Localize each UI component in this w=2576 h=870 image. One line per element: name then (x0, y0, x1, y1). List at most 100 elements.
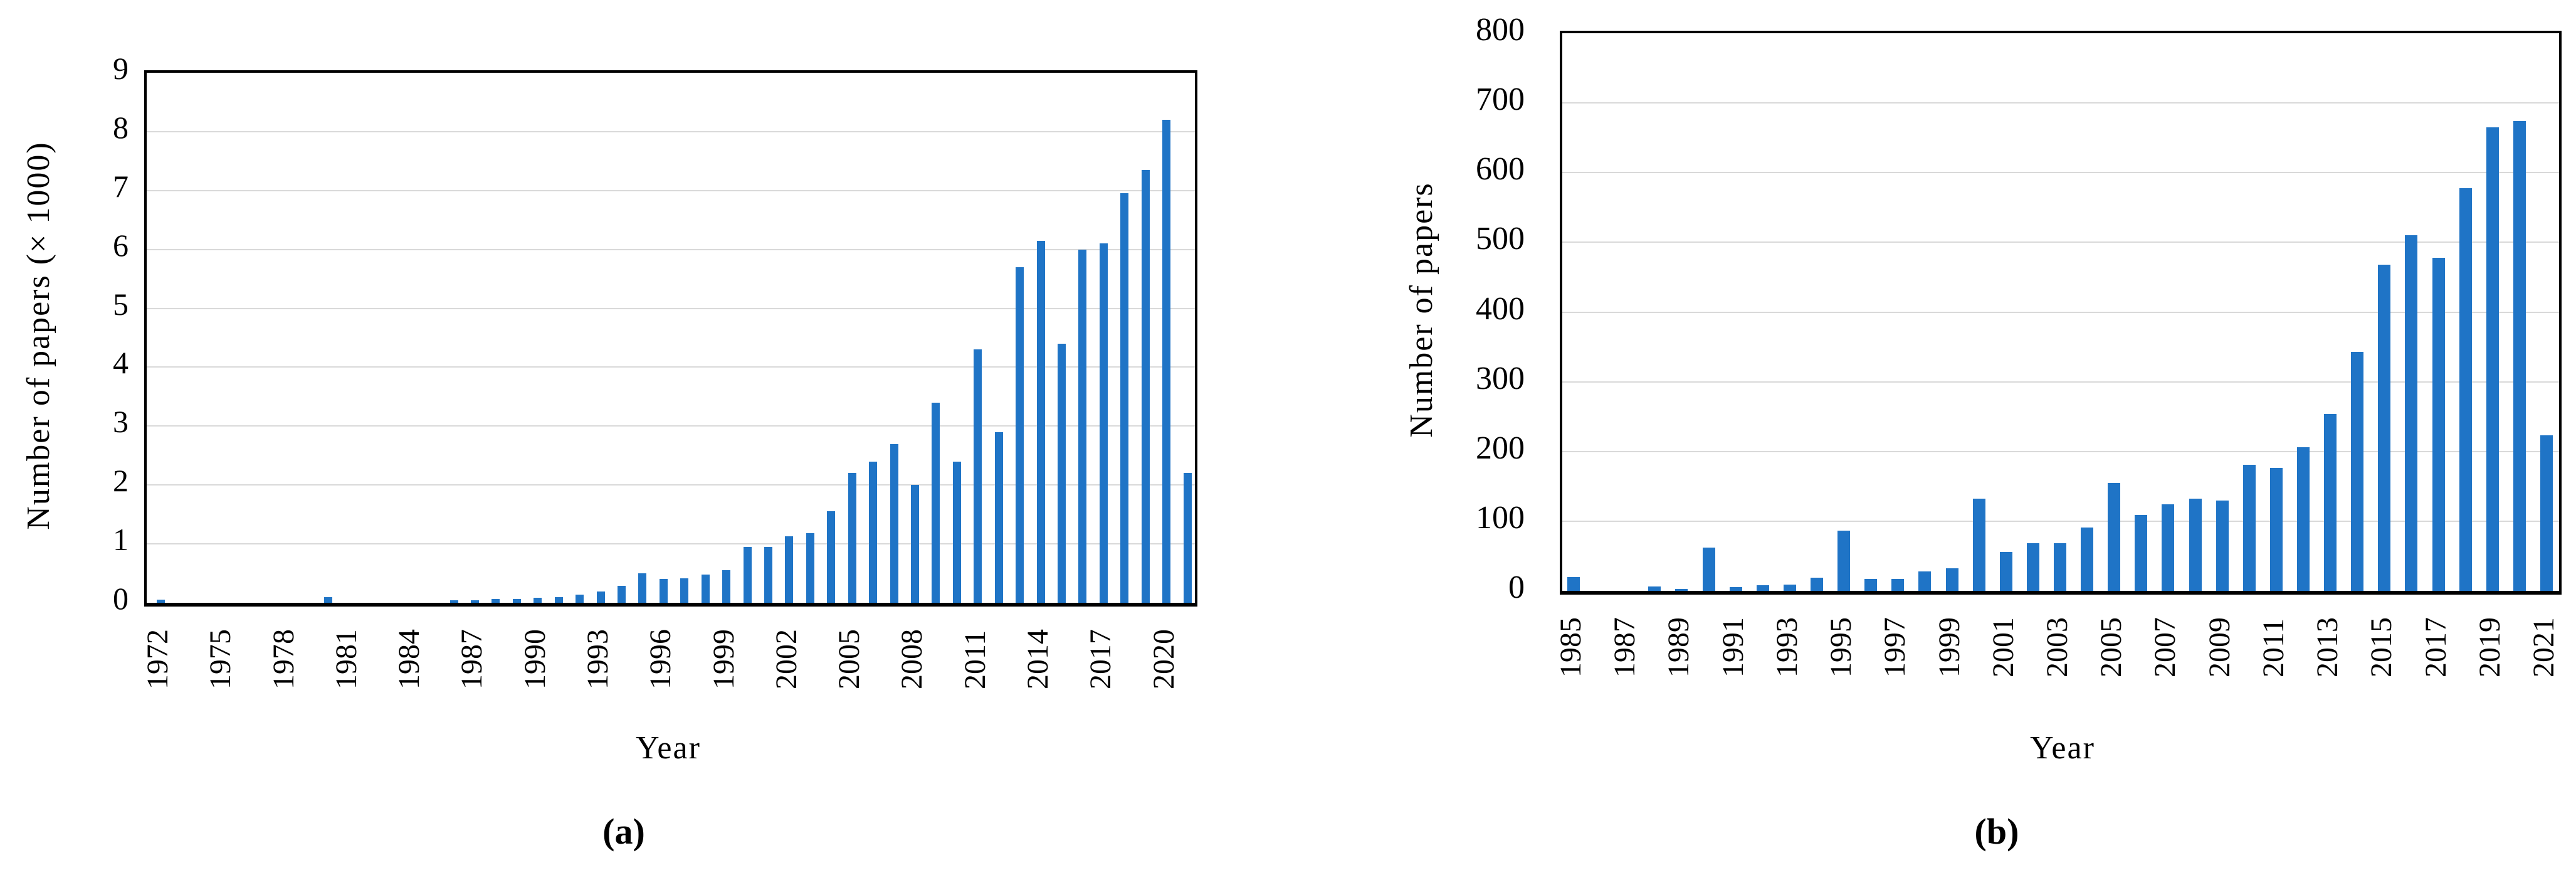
bar-1987 (470, 600, 479, 603)
gridline (147, 248, 1195, 250)
x-tick-label-2001: 2001 (1986, 617, 2020, 677)
bar-1991 (554, 597, 563, 603)
bar-2018 (2459, 188, 2472, 591)
chart-a-x-axis-title: Year (636, 730, 701, 766)
y-tick-label-400: 400 (1476, 290, 1525, 327)
bar-2013 (1016, 267, 1024, 603)
bar-1972 (156, 600, 165, 603)
y-tick-label-500: 500 (1476, 221, 1525, 257)
bar-1997 (680, 578, 689, 603)
y-tick-label-4: 4 (113, 345, 129, 381)
bar-1999 (722, 570, 731, 603)
bar-2017 (2432, 257, 2445, 591)
bar-2001 (764, 546, 772, 603)
bar-1995 (638, 573, 647, 603)
gridline (147, 130, 1195, 132)
x-tick-label-2005: 2005 (2095, 617, 2128, 677)
x-tick-label-2019: 2019 (2473, 617, 2506, 677)
bar-2017 (1099, 243, 1108, 603)
gridline (147, 425, 1195, 427)
bar-1989 (1675, 588, 1688, 591)
y-tick-label-300: 300 (1476, 360, 1525, 396)
bar-1988 (492, 599, 500, 603)
y-tick-label-8: 8 (113, 109, 129, 145)
bar-2012 (2296, 447, 2310, 591)
bar-2010 (2242, 464, 2256, 591)
y-tick-label-3: 3 (113, 404, 129, 440)
x-tick-label-1999: 1999 (1932, 617, 1966, 677)
chart-b-plot-area (1560, 31, 2562, 595)
bar-1991 (1729, 587, 1742, 591)
gridline (1562, 381, 2559, 383)
bar-1996 (659, 579, 668, 603)
bar-2014 (1036, 240, 1045, 603)
y-tick-label-600: 600 (1476, 151, 1525, 188)
x-tick-label-2015: 2015 (2365, 617, 2399, 677)
bar-2000 (1972, 499, 1985, 591)
bar-1986 (449, 600, 458, 603)
bar-1980 (323, 597, 332, 603)
x-tick-label-1991: 1991 (1716, 617, 1750, 677)
y-tick-label-1: 1 (113, 522, 129, 558)
y-tick-label-6: 6 (113, 227, 129, 263)
chart-b-x-axis-title: Year (2030, 730, 2095, 766)
bar-1995 (1837, 531, 1851, 591)
x-tick-label-2003: 2003 (2040, 617, 2074, 677)
bar-2005 (848, 473, 856, 603)
bar-1990 (1702, 548, 1715, 591)
bar-2020 (1162, 120, 1171, 603)
x-tick-label-1993: 1993 (1770, 617, 1804, 677)
x-tick-label-1997: 1997 (1878, 617, 1912, 677)
x-tick-label-2007: 2007 (2148, 617, 2182, 677)
bar-2008 (910, 485, 919, 603)
bar-1994 (1810, 577, 1823, 591)
x-tick-label-1995: 1995 (1824, 617, 1858, 677)
bar-2000 (743, 546, 752, 603)
gridline (147, 307, 1195, 309)
y-tick-label-100: 100 (1476, 499, 1525, 536)
chart-a-plot-area (144, 70, 1197, 607)
gridline (1562, 450, 2559, 452)
bar-2016 (1078, 249, 1087, 603)
bar-1994 (617, 585, 626, 603)
bar-2018 (1120, 193, 1129, 603)
bar-2004 (827, 511, 836, 603)
gridline (1562, 311, 2559, 313)
x-tick-label-2013: 2013 (2311, 617, 2345, 677)
gridline (147, 543, 1195, 545)
bar-2010 (952, 461, 961, 603)
bar-1998 (1918, 571, 1932, 591)
gridline (1562, 102, 2559, 104)
bar-2009 (2216, 500, 2229, 591)
bar-2014 (2351, 351, 2364, 591)
x-tick-label-2021: 2021 (2526, 617, 2560, 677)
bar-1993 (1783, 585, 1796, 591)
chart-b-caption: (b) (1974, 811, 2019, 852)
bar-1999 (1945, 568, 1958, 591)
bar-2011 (974, 349, 982, 603)
gridline (1562, 241, 2559, 243)
bar-2020 (2513, 121, 2526, 591)
y-tick-label-9: 9 (113, 51, 129, 86)
chart-a-caption: (a) (602, 811, 645, 852)
bar-2002 (2026, 543, 2039, 591)
y-tick-label-0: 0 (1508, 570, 1525, 605)
x-tick-label-2011: 2011 (2256, 618, 2290, 677)
bar-2007 (2162, 504, 2175, 591)
bar-1997 (1891, 579, 1905, 591)
bar-2015 (2378, 264, 2391, 591)
y-tick-label-7: 7 (113, 168, 129, 204)
gridline (147, 484, 1195, 486)
bar-2009 (932, 402, 940, 603)
x-tick-label-1987: 1987 (1608, 617, 1642, 677)
bar-2008 (2189, 499, 2202, 591)
bar-2021 (2540, 435, 2553, 591)
bar-1993 (596, 591, 605, 603)
bar-2019 (1141, 169, 1150, 603)
bar-2012 (994, 432, 1003, 603)
bar-1996 (1864, 579, 1878, 591)
bar-2003 (2053, 543, 2066, 591)
